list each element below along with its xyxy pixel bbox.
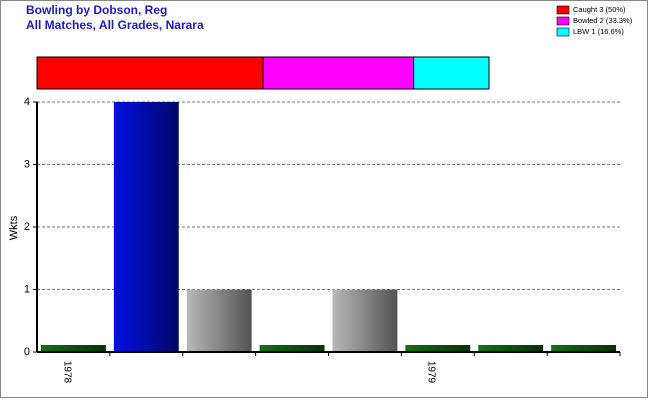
bar: [551, 345, 616, 352]
y-tick-label: 2: [24, 221, 30, 233]
legend-label: Bowled 2 (33.3%): [573, 16, 633, 25]
stack-segment: [36, 56, 264, 90]
bar: [405, 345, 471, 352]
legend-swatch: [556, 5, 570, 15]
legend-label: LBW 1 (16.6%): [573, 27, 624, 36]
bar: [41, 345, 106, 352]
legend-swatch: [556, 27, 570, 37]
y-tick-label: 3: [24, 158, 30, 170]
bar: [259, 345, 325, 352]
x-tick-label: 1978: [61, 361, 72, 384]
y-tick-label: 0: [24, 346, 30, 358]
stack-segment: [413, 56, 490, 90]
y-tick-label: 4: [24, 96, 30, 108]
chart-subtitle: All Matches, All Grades, Narara: [26, 18, 204, 32]
y-tick-label: 1: [24, 283, 30, 295]
y-axis-label: Wkts: [8, 215, 20, 240]
legend-swatch: [556, 16, 570, 26]
legend-label: Caught 3 (50%): [573, 5, 626, 14]
chart-title: Bowling by Dobson, Reg: [26, 3, 167, 17]
bar: [113, 102, 179, 352]
stack-segment: [262, 56, 415, 90]
bar: [186, 289, 252, 352]
bar: [332, 289, 398, 352]
bar: [478, 345, 544, 352]
x-tick-label: 1979: [426, 361, 437, 384]
